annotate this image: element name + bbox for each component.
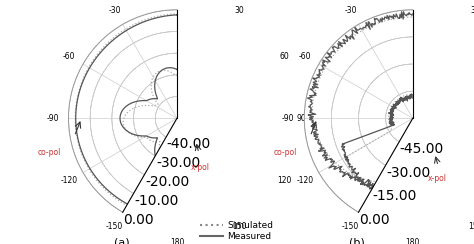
Text: co-pol: co-pol xyxy=(37,148,61,157)
Title: (a): (a) xyxy=(114,238,129,244)
Text: co-pol: co-pol xyxy=(273,148,297,157)
Text: x-pol: x-pol xyxy=(191,163,210,172)
Legend: Simulated, Measured: Simulated, Measured xyxy=(197,217,277,244)
Text: x-pol: x-pol xyxy=(428,174,447,183)
Title: (b): (b) xyxy=(349,238,365,244)
